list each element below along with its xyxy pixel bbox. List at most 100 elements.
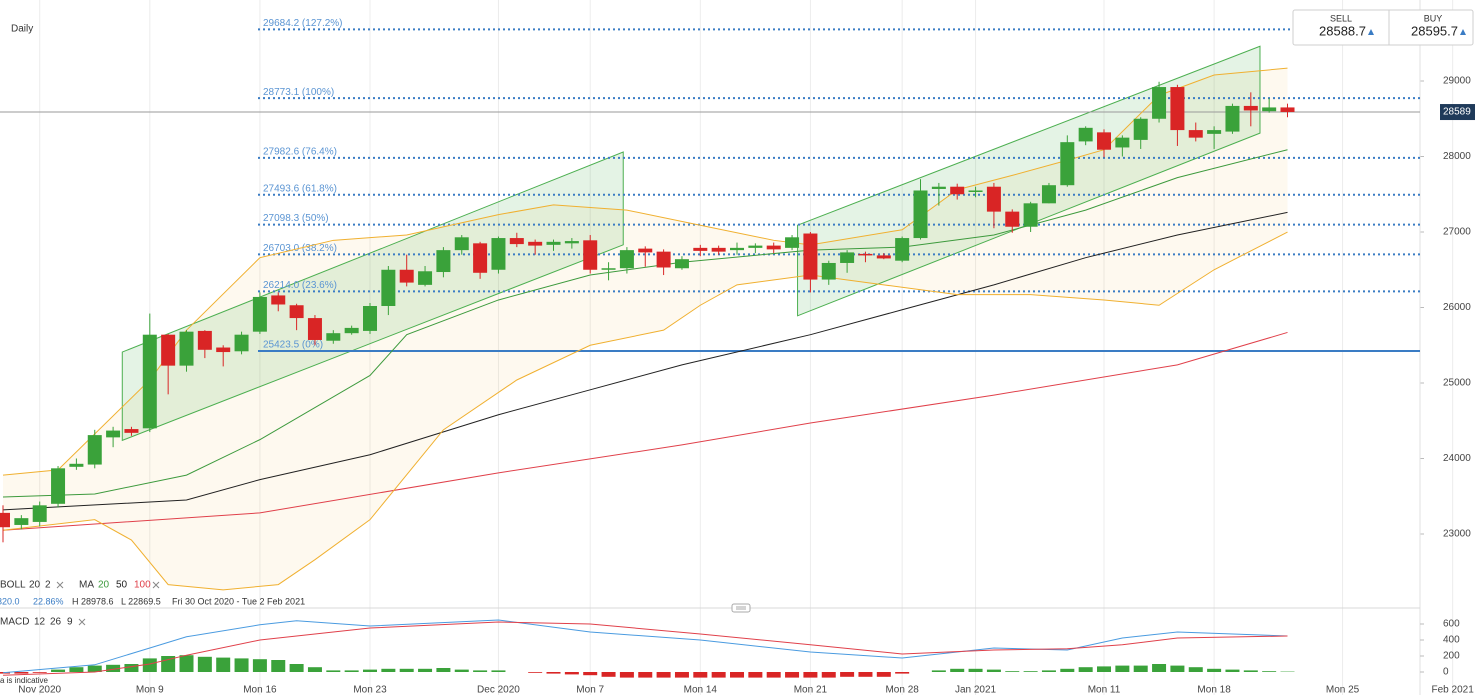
candle-body: [1041, 185, 1056, 204]
candle-body: [821, 262, 836, 280]
macd-histogram-bar: [14, 672, 29, 674]
candle-body: [913, 190, 928, 239]
moving-average-line: [2, 149, 1288, 498]
remove-indicator-icon[interactable]: [152, 581, 160, 589]
macd-histogram-bar: [748, 672, 763, 678]
candle-body: [1207, 130, 1222, 134]
macd-histogram-bar: [344, 670, 359, 672]
ma-label: MA: [79, 580, 94, 591]
macd-slow: 26: [50, 617, 62, 628]
candle-body: [1005, 211, 1020, 227]
candle-body: [14, 518, 29, 525]
x-tick-label: Dec 2020: [477, 685, 520, 695]
ma-period: 50: [116, 580, 128, 591]
macd-histogram-bar: [1023, 671, 1038, 672]
macd-histogram-bar: [1133, 665, 1148, 672]
candle-body: [968, 190, 983, 192]
macd-histogram-bar: [528, 672, 543, 673]
macd-histogram-bar: [436, 668, 451, 672]
disclaimer: Data is indicative: [0, 676, 49, 685]
x-tick-label: Mon 21: [794, 685, 828, 695]
candle-body: [895, 238, 910, 261]
info-high: H 28978.6: [72, 596, 114, 606]
candle-body: [619, 250, 634, 269]
info-change-pct: 22.86%: [33, 596, 64, 606]
candle-body: [32, 505, 47, 522]
y-tick-label: 28000: [1443, 151, 1471, 162]
x-tick-label: Mon 7: [576, 685, 604, 695]
candle-body: [1133, 118, 1148, 140]
candle-body: [234, 334, 249, 352]
regression-channel: [121, 151, 624, 442]
candle-body: [546, 241, 561, 245]
ma-period: 100: [134, 580, 151, 591]
quote-widget: [1292, 9, 1474, 46]
sell-label[interactable]: SELL: [1330, 13, 1352, 23]
macd-histogram-bar: [69, 667, 84, 672]
macd-histogram-bar: [326, 670, 341, 672]
macd-histogram-bar: [124, 664, 139, 672]
y-tick-label: 24000: [1443, 453, 1471, 464]
macd-histogram-bar: [693, 672, 708, 678]
macd-histogram-bar: [32, 672, 47, 673]
candle-body: [1170, 87, 1185, 131]
macd-histogram-bar: [381, 668, 396, 672]
macd-histogram-bar: [271, 660, 286, 672]
macd-histogram-bar: [785, 672, 800, 678]
candle-body: [161, 334, 176, 366]
candle-body: [876, 255, 891, 259]
macd-histogram-bar: [142, 658, 157, 672]
macd-histogram-bar: [399, 668, 414, 672]
candle-body: [418, 271, 433, 285]
candle-body: [1280, 107, 1295, 112]
candle-body: [931, 186, 946, 189]
candle-body: [69, 463, 84, 467]
macd-histogram-bar: [564, 672, 579, 675]
remove-indicator-icon[interactable]: [78, 618, 86, 626]
candle-body: [730, 247, 745, 251]
buy-arrow: [1460, 29, 1466, 35]
candle-body: [509, 238, 524, 245]
candle-body: [986, 186, 1001, 212]
macd-histogram-bar: [730, 672, 745, 678]
candle-body: [1243, 105, 1258, 111]
candle-body: [399, 269, 414, 283]
macd-histogram-bar: [307, 667, 322, 672]
candle-body: [674, 259, 689, 269]
x-tick-label: Mon 25: [1326, 685, 1360, 695]
candle-body: [106, 430, 121, 438]
info-change: 320.0: [0, 596, 20, 606]
macd-histogram-bar: [1115, 665, 1130, 672]
macd-histogram-bar: [1060, 668, 1075, 672]
candle-body: [1225, 105, 1240, 132]
x-tick-label: Mon 11: [1088, 685, 1121, 695]
info-range: Fri 30 Oct 2020 - Tue 2 Feb 2021: [172, 596, 305, 606]
y-tick-label: 25000: [1443, 378, 1471, 389]
panel-resize-handle[interactable]: [731, 603, 751, 613]
buy-price[interactable]: 28595.7: [1411, 23, 1458, 38]
candle-body: [216, 347, 231, 353]
candle-body: [638, 248, 653, 253]
macd-histogram-bar: [106, 664, 121, 672]
candle-body: [454, 237, 469, 251]
sell-arrow: [1368, 29, 1374, 35]
candle-body: [601, 268, 616, 270]
remove-indicator-icon[interactable]: [56, 581, 64, 589]
candle-body: [583, 240, 598, 270]
sell-price[interactable]: 28588.7: [1319, 23, 1366, 38]
ma-period: 20: [98, 580, 110, 591]
current-price-label: 28589: [1443, 107, 1471, 118]
x-tick-label: Mon 16: [243, 685, 277, 695]
buy-label[interactable]: BUY: [1424, 13, 1443, 23]
candle-body: [564, 241, 579, 244]
macd-histogram-bar: [473, 670, 488, 672]
macd-histogram-bar: [1170, 665, 1185, 672]
x-tick-label: Jan 2021: [955, 685, 997, 695]
candle-body: [436, 250, 451, 273]
candle-body: [1188, 130, 1203, 138]
macd-histogram-bar: [1225, 669, 1240, 672]
macd-histogram-bar: [179, 655, 194, 672]
candle-body: [840, 252, 855, 263]
macd-histogram-bar: [968, 668, 983, 672]
